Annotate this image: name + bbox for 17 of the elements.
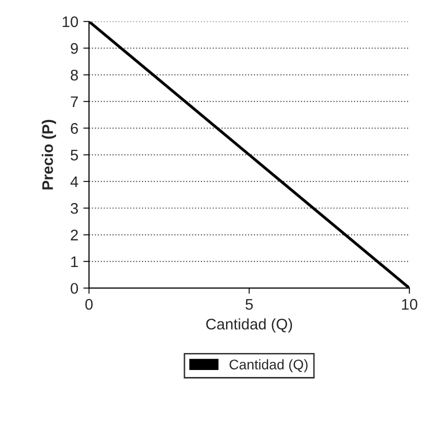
y-tick-label: 9 [70, 43, 78, 54]
y-tick-label: 0 [70, 282, 78, 294]
y-tick-label: 5 [70, 150, 78, 160]
x-tick-label: 10 [402, 298, 418, 310]
y-tick-label: 4 [70, 176, 78, 187]
x-axis-title: Cantidad (Q) [206, 318, 292, 333]
y-axis-title: Precio (P) [42, 120, 56, 190]
y-tick-label: 8 [70, 70, 78, 81]
x-tick-label: 5 [246, 299, 253, 310]
y-tick-label: 2 [70, 230, 78, 240]
y-tick-label: 10 [62, 16, 78, 28]
y-tick-label: 7 [70, 96, 78, 108]
y-tick-label: 3 [70, 202, 78, 214]
y-tick-label: 6 [70, 123, 78, 134]
x-tick-label: 0 [85, 298, 93, 310]
y-tick-label: 1 [71, 256, 78, 267]
legend-label: Cantidad (Q) [230, 359, 308, 372]
